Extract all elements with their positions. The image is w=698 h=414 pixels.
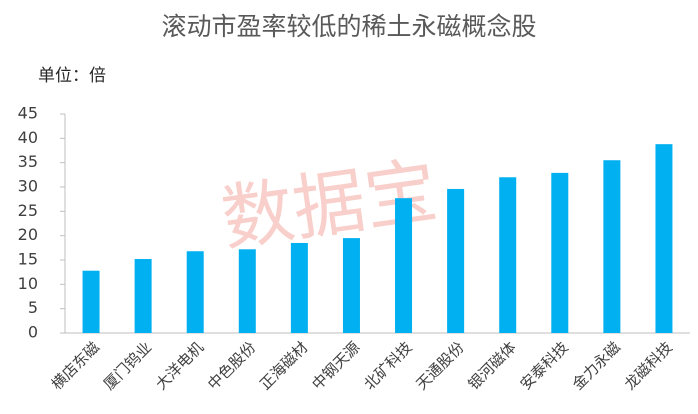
x-tick-label: 厦门钨业 bbox=[100, 338, 155, 393]
bar bbox=[342, 238, 360, 333]
bar bbox=[499, 177, 517, 333]
y-tick-label: 0 bbox=[28, 323, 38, 342]
bar bbox=[290, 242, 308, 333]
x-tick-label: 大洋电机 bbox=[152, 338, 207, 393]
x-tick-label: 安泰科技 bbox=[517, 338, 572, 393]
x-tick-label: 北矿科技 bbox=[360, 338, 415, 393]
unit-label: 单位：倍 bbox=[38, 66, 106, 86]
x-tick-label: 中色股份 bbox=[204, 338, 259, 393]
bar bbox=[395, 198, 413, 333]
bar bbox=[551, 172, 569, 333]
bar bbox=[603, 160, 621, 333]
y-tick-label: 45 bbox=[18, 104, 38, 123]
y-tick-label: 25 bbox=[18, 201, 38, 220]
y-tick-label: 40 bbox=[18, 128, 38, 147]
y-tick-label: 15 bbox=[18, 250, 38, 269]
y-tick-label: 30 bbox=[18, 177, 38, 196]
x-tick-label: 正海磁材 bbox=[256, 338, 311, 393]
bar bbox=[238, 249, 256, 333]
chart-title: 滚动市盈率较低的稀土永磁概念股 bbox=[161, 12, 536, 41]
y-tick-label: 20 bbox=[18, 225, 38, 244]
x-tick-label: 金力永磁 bbox=[569, 338, 624, 393]
y-tick-label: 10 bbox=[18, 274, 38, 293]
x-tick-label: 横店东磁 bbox=[48, 338, 103, 393]
x-tick-label: 中钢天源 bbox=[308, 338, 363, 393]
bar bbox=[655, 144, 673, 333]
y-tick-label: 5 bbox=[28, 298, 38, 317]
y-tick-label: 35 bbox=[18, 152, 38, 171]
x-tick-label: 天通股份 bbox=[412, 338, 467, 393]
x-tick-label: 龙磁科技 bbox=[621, 338, 676, 393]
bar bbox=[186, 251, 204, 333]
bar bbox=[82, 270, 100, 333]
x-tick-label: 银河磁体 bbox=[465, 338, 520, 393]
bar bbox=[447, 188, 465, 333]
bar bbox=[134, 259, 152, 333]
